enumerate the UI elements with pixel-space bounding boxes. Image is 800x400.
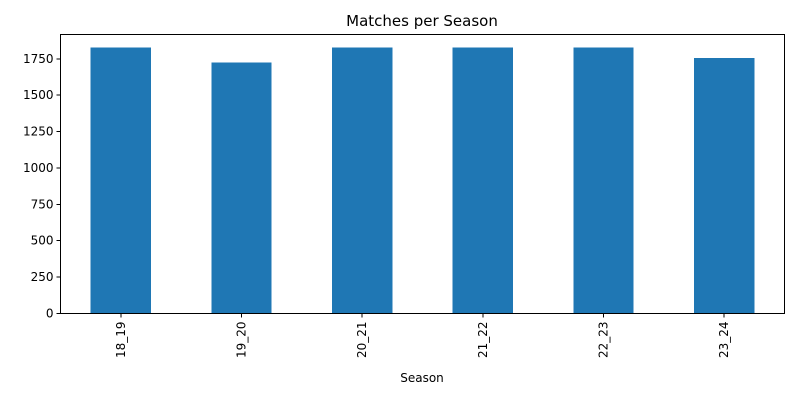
bar-19_20 [211, 62, 272, 314]
y-tick-label: 1750 [23, 52, 54, 66]
x-tick-label: 22_23 [597, 322, 611, 359]
plot-frame [60, 34, 785, 314]
y-tick-label: 1250 [23, 125, 54, 139]
bar-18_19 [90, 47, 151, 314]
x-tick-label: 18_19 [114, 322, 128, 359]
x-tick-label: 23_24 [717, 322, 731, 359]
y-tick-label: 250 [31, 270, 54, 284]
y-axis: 0 250 500 750 1000 1250 1500 1750 [23, 52, 61, 321]
chart-title: Matches per Season [346, 12, 498, 30]
y-tick-label: 1500 [23, 88, 54, 102]
y-tick-label: 750 [31, 197, 54, 211]
x-axis: 18_19 19_20 20_21 21_22 22_23 23_24 [114, 313, 731, 359]
x-tick-label: 21_22 [476, 322, 490, 359]
x-tick-label: 19_20 [235, 322, 249, 359]
x-tick-label: 20_21 [355, 322, 369, 359]
x-axis-label: Season [400, 371, 444, 385]
y-tick-label: 0 [46, 307, 54, 321]
bar-22_23 [573, 47, 634, 314]
bars-group [90, 47, 755, 314]
bar-21_22 [452, 47, 513, 314]
y-tick-label: 500 [31, 234, 54, 248]
bar-20_21 [332, 47, 393, 314]
y-tick-label: 1000 [23, 161, 54, 175]
bar-23_24 [694, 58, 755, 314]
